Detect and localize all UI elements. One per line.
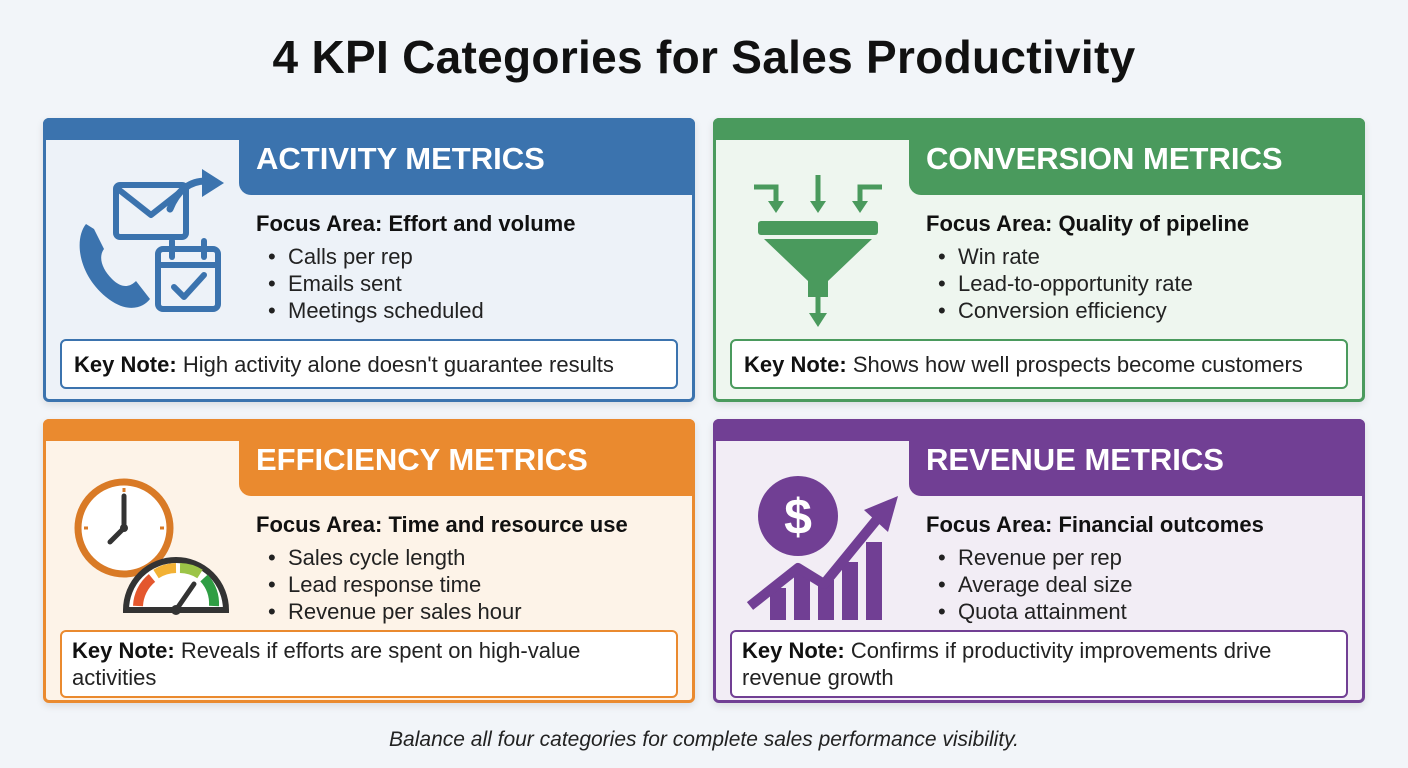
card-heading: ACTIVITY METRICS xyxy=(256,141,545,176)
list-item: • Average deal size xyxy=(938,572,1133,597)
list-item: • Emails sent xyxy=(268,271,402,296)
list-item: • Win rate xyxy=(938,244,1040,269)
footer-caption: Balance all four categories for complete… xyxy=(389,728,1019,751)
card-header-tab xyxy=(239,422,692,496)
list-item: • Lead-to-opportunity rate xyxy=(938,271,1193,296)
list-item: • Calls per rep xyxy=(268,244,413,269)
clock-gauge-icon xyxy=(74,478,230,615)
card-header-tab xyxy=(909,422,1362,496)
card-heading: CONVERSION METRICS xyxy=(926,141,1283,176)
card-header-tab xyxy=(909,121,1362,195)
focus-area: Focus Area: Financial outcomes xyxy=(926,512,1264,537)
list-item: • Lead response time xyxy=(268,572,482,597)
funnel-icon xyxy=(754,175,882,327)
list-item: • Meetings scheduled xyxy=(268,298,484,323)
list-item: • Quota attainment xyxy=(938,599,1127,624)
card-efficiency-metrics: EFFICIENCY METRICS Focus Area: Time and … xyxy=(43,419,695,703)
list-item: • Sales cycle length xyxy=(268,545,466,570)
focus-area: Focus Area: Time and resource use xyxy=(256,512,628,537)
metrics-list: • Sales cycle length • Lead response time … xyxy=(268,544,522,625)
card-header-tab xyxy=(239,121,692,195)
phone-email-calendar-icon xyxy=(79,169,224,312)
list-item: • Revenue per sales hour xyxy=(268,599,522,624)
list-item: • Revenue per rep xyxy=(938,545,1122,570)
key-note: Key Note: Confirms if productivity impro… xyxy=(730,630,1348,698)
metrics-list: • Win rate • Lead-to-opportunity rate • Con… xyxy=(938,243,1193,324)
card-conversion-metrics: CONVERSION METRICS Focus Area: Quality o… xyxy=(713,118,1365,402)
focus-area: Focus Area: Quality of pipeline xyxy=(926,211,1250,236)
list-item: • Conversion efficiency xyxy=(938,298,1167,323)
dollar-growth-chart-icon: $ xyxy=(746,476,898,620)
metrics-list: • Revenue per rep • Average deal size • Quo… xyxy=(938,544,1133,625)
card-heading: EFFICIENCY METRICS xyxy=(256,442,588,477)
card-activity-metrics: ACTIVITY METRICS Focus Area: Effort and … xyxy=(43,118,695,402)
card-revenue-metrics: REVENUE METRICS $ Focus Area: Financial … xyxy=(713,419,1365,703)
metrics-list: • Calls per rep • Emails sent • Meetings sc… xyxy=(268,243,484,324)
page-title: 4 KPI Categories for Sales Productivity xyxy=(272,31,1136,83)
focus-area: Focus Area: Effort and volume xyxy=(256,211,576,236)
key-note: Key Note: Reveals if efforts are spent o… xyxy=(60,630,678,698)
card-heading: REVENUE METRICS xyxy=(926,442,1224,477)
key-note: Key Note: Shows how well prospects becom… xyxy=(730,339,1348,389)
key-note: Key Note: High activity alone doesn't gu… xyxy=(60,339,678,389)
svg-text:$: $ xyxy=(784,489,812,545)
